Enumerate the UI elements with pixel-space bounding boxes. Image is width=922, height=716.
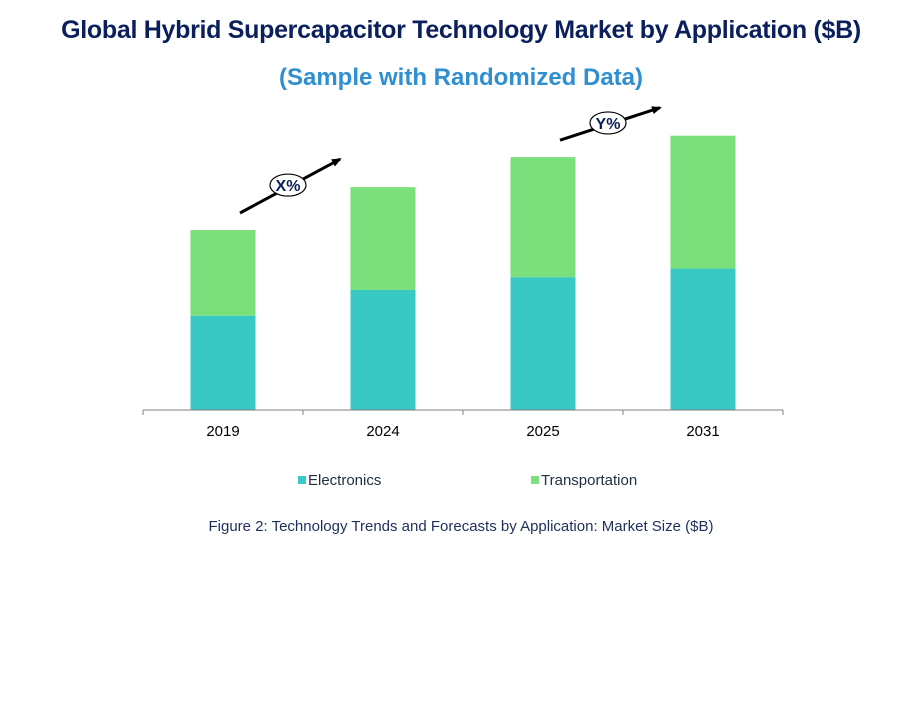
- legend-label-electronics: Electronics: [308, 472, 381, 489]
- growth-label-oval: [269, 173, 307, 197]
- growth-label-oval: [589, 111, 627, 135]
- bar-transportation-2031: [670, 135, 736, 269]
- chart-subtitle: (Sample with Randomized Data): [278, 64, 644, 91]
- x-tick-label: 2025: [526, 423, 559, 440]
- bar-transportation-2025: [510, 157, 576, 278]
- growth-label: Y%: [596, 116, 621, 133]
- growth-label: X%: [276, 178, 301, 195]
- bar-electronics-2031: [670, 268, 736, 410]
- bar-electronics-2025: [510, 277, 576, 410]
- x-tick-label: 2024: [366, 423, 399, 440]
- bar-transportation-2019: [190, 230, 256, 316]
- legend-swatch-transportation: [531, 476, 539, 484]
- legend-label-transportation: Transportation: [541, 472, 637, 489]
- chart-title: Global Hybrid Supercapacitor Technology …: [61, 16, 861, 44]
- x-tick-label: 2019: [206, 423, 239, 440]
- figure-caption: Figure 2: Technology Trends and Forecast…: [208, 518, 714, 535]
- bar-electronics-2024: [350, 290, 416, 410]
- legend-swatch-electronics: [298, 476, 306, 484]
- bar-electronics-2019: [190, 315, 256, 410]
- x-tick-label: 2031: [686, 423, 719, 440]
- bar-transportation-2024: [350, 187, 416, 290]
